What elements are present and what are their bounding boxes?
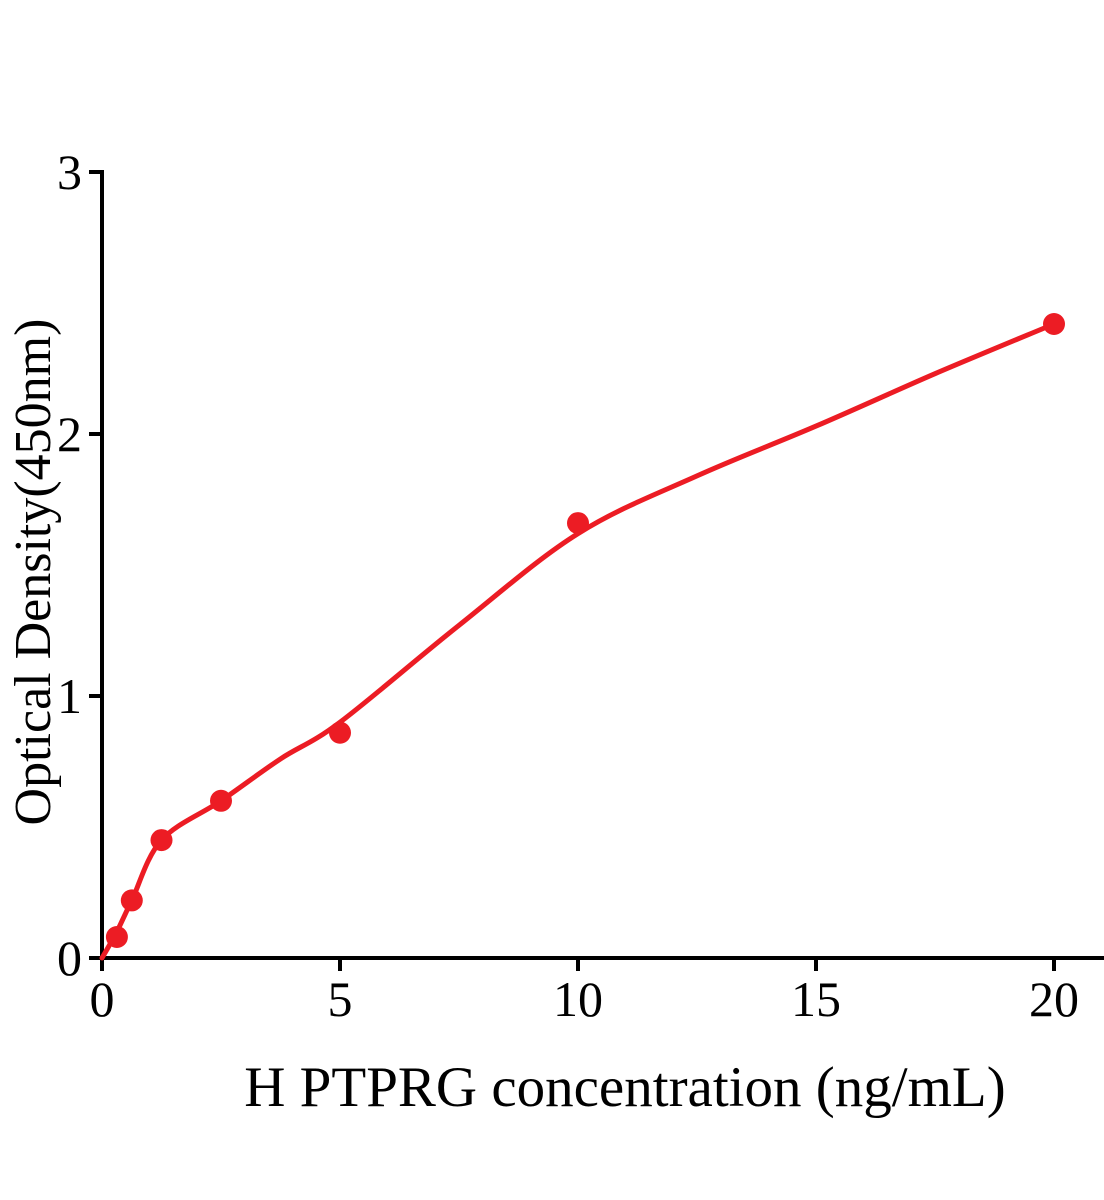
data-point: [329, 721, 351, 744]
y-axis-title: Optical Density(450nm): [5, 319, 62, 826]
x-axis-title: H PTPRG concentration (ng/mL): [244, 1056, 1005, 1119]
axes: 0 5 10 15 20 0 1 2 3: [57, 144, 1104, 1027]
data-points: [105, 313, 1065, 948]
x-tick-label: 5: [328, 971, 353, 1027]
y-tick-label: 2: [57, 406, 82, 462]
fit-curve-line: [99, 321, 1057, 961]
y-tick-label: 0: [57, 930, 82, 986]
x-tick-label: 10: [553, 971, 603, 1027]
y-tick-label: 1: [57, 668, 82, 724]
x-tick-label: 15: [791, 971, 841, 1027]
data-point: [105, 926, 128, 948]
data-point: [1043, 313, 1065, 335]
x-tick-label: 20: [1029, 971, 1079, 1027]
data-point: [120, 889, 143, 912]
data-point: [567, 512, 589, 535]
data-point: [150, 829, 173, 852]
x-tick-label: 0: [90, 971, 115, 1027]
data-point: [210, 789, 232, 812]
y-tick-label: 3: [57, 144, 82, 200]
